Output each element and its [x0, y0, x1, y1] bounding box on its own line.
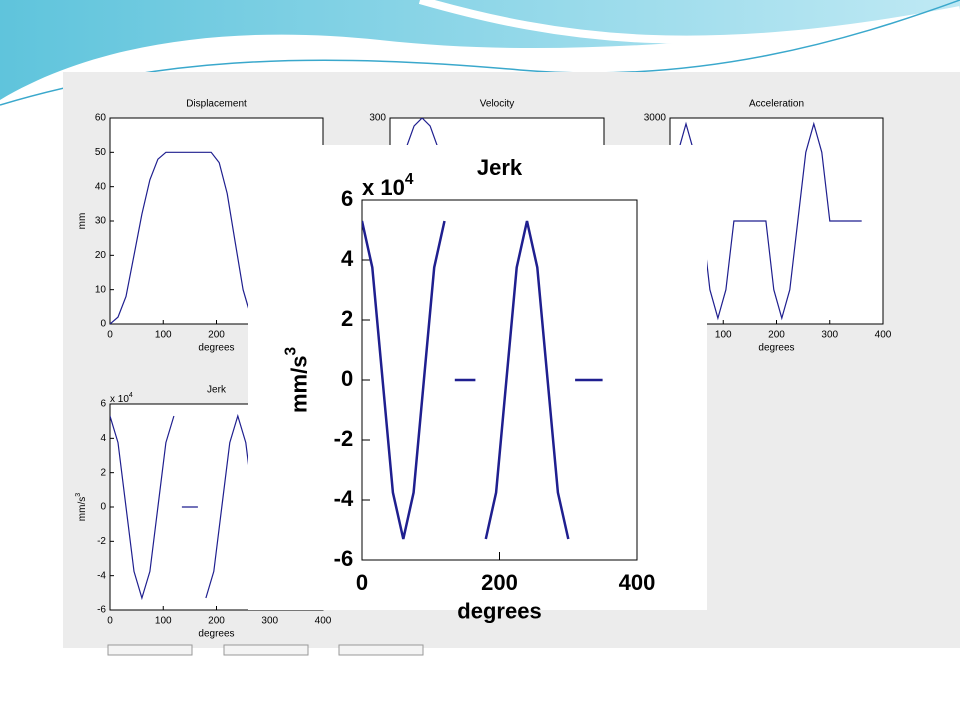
y-tick-label: 0 — [100, 502, 106, 513]
y-axis-label-exp: 3 — [283, 347, 300, 356]
x-tick-label: 200 — [208, 616, 225, 627]
y-axis-label: mm/s3 — [75, 493, 88, 521]
y-tick-label: -2 — [334, 426, 354, 451]
x-tick-label: 200 — [481, 570, 518, 595]
y-tick-label: -4 — [334, 486, 354, 511]
y-tick-label: 2 — [341, 306, 353, 331]
y-tick-label: 40 — [95, 181, 107, 192]
x-axis-label: degrees — [198, 343, 234, 354]
button[interactable] — [338, 644, 424, 656]
y-axis-label-base: mm/s — [286, 356, 311, 413]
y-tick-label: 20 — [95, 250, 107, 261]
y-tick-label: -4 — [97, 570, 106, 581]
y-tick-label: 6 — [100, 399, 106, 410]
y-tick-label: 50 — [95, 147, 107, 158]
y-scale-exp: 4 — [405, 171, 414, 188]
y-scale-base: x 10 — [362, 175, 405, 200]
charts: 01002003004000102030405060Displacementde… — [75, 99, 892, 640]
y-scale: x 104 — [110, 392, 133, 405]
y-axis-label-exp: 3 — [75, 493, 82, 497]
x-tick-label: 100 — [715, 330, 732, 341]
wave-highlight — [418, 0, 960, 44]
y-tick-label: 300 — [369, 113, 386, 124]
button[interactable] — [223, 644, 309, 656]
y-tick-label: 4 — [100, 433, 106, 444]
button[interactable] — [107, 644, 193, 656]
x-axis-label: degrees — [457, 599, 541, 624]
data-line — [362, 220, 603, 540]
y-axis-label: mm — [77, 213, 88, 230]
y-scale-base: x 10 — [110, 394, 129, 405]
x-tick-label: 400 — [619, 570, 656, 595]
x-tick-label: 200 — [768, 330, 785, 341]
plot-content — [362, 220, 603, 540]
x-tick-label: 300 — [261, 616, 278, 627]
x-tick-label: 400 — [315, 616, 332, 627]
y-axis-label-base: mm/s — [77, 497, 88, 521]
y-tick-label: 4 — [341, 246, 354, 271]
y-tick-label: 6 — [341, 186, 353, 211]
y-tick-label: 60 — [95, 113, 107, 124]
x-tick-label: 0 — [107, 616, 113, 627]
x-tick-label: 200 — [208, 330, 225, 341]
y-tick-label: 2 — [100, 467, 106, 478]
y-tick-label: 10 — [95, 284, 107, 295]
y-axis-label-base: mm — [77, 213, 88, 230]
x-axis-label: degrees — [758, 343, 794, 354]
y-tick-label: -2 — [97, 536, 106, 547]
x-tick-label: 300 — [821, 330, 838, 341]
x-tick-label: 400 — [875, 330, 892, 341]
x-tick-label: 0 — [356, 570, 368, 595]
chart-title: Acceleration — [749, 99, 804, 110]
y-axis-label: mm/s3 — [283, 347, 312, 413]
data-line — [110, 413, 297, 601]
chart-title: Displacement — [186, 99, 247, 110]
plot-content — [110, 413, 297, 601]
chart-title: Jerk — [207, 385, 227, 396]
y-tick-label: 0 — [100, 319, 106, 330]
x-tick-label: 0 — [107, 330, 113, 341]
y-scale: x 104 — [362, 171, 414, 200]
x-tick-label: 100 — [155, 330, 172, 341]
chart-title: Velocity — [480, 99, 514, 110]
x-axis-label: degrees — [198, 629, 234, 640]
y-tick-label: -6 — [334, 546, 354, 571]
header-wave — [0, 0, 960, 100]
y-tick-label: 0 — [341, 366, 353, 391]
y-tick-label: -6 — [97, 605, 106, 616]
y-scale-exp: 4 — [129, 392, 133, 399]
x-tick-label: 100 — [155, 616, 172, 627]
y-tick-label: 3000 — [644, 113, 667, 124]
y-tick-label: 30 — [95, 216, 107, 227]
chart-title: Jerk — [477, 155, 523, 180]
